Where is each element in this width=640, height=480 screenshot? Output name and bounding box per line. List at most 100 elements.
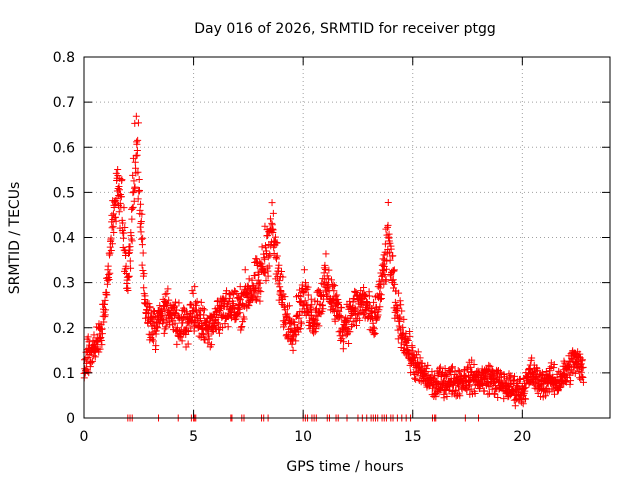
data-point (132, 112, 140, 120)
data-point (330, 287, 338, 295)
data-point (301, 279, 309, 287)
data-point (336, 312, 344, 320)
data-point (269, 209, 277, 217)
data-point (137, 228, 145, 236)
data-point (337, 313, 345, 321)
y-tick-label: 0.8 (53, 50, 75, 66)
chart-title: Day 016 of 2026, SRMTID for receiver ptg… (194, 21, 496, 37)
data-point (562, 378, 570, 386)
x-axis-label: GPS time / hours (286, 459, 403, 475)
data-point (399, 323, 407, 331)
data-point (288, 340, 296, 348)
data-point (494, 393, 502, 401)
data-point (225, 290, 233, 298)
data-point (84, 354, 92, 362)
data-point (448, 363, 456, 371)
data-point (387, 272, 395, 280)
data-point (254, 293, 262, 301)
data-point (262, 244, 270, 252)
data-point (138, 261, 146, 269)
data-point (104, 277, 112, 285)
data-point (255, 284, 263, 292)
data-point (134, 136, 142, 144)
data-point (412, 375, 420, 383)
data-point (393, 303, 401, 311)
data-point (577, 368, 585, 376)
data-point (470, 361, 478, 369)
data-point (304, 283, 312, 291)
y-tick-label: 0.7 (53, 95, 75, 111)
data-point (443, 382, 451, 390)
data-point (183, 326, 191, 334)
data-point (503, 375, 511, 383)
data-point (422, 365, 430, 373)
data-point (173, 340, 181, 348)
data-point (374, 311, 382, 319)
data-point (382, 265, 390, 273)
data-point (390, 267, 398, 275)
data-point (139, 234, 147, 242)
data-point (285, 314, 293, 322)
data-point (206, 318, 214, 326)
data-point (456, 392, 464, 400)
data-point (333, 299, 341, 307)
data-point (221, 320, 229, 328)
data-point (551, 390, 559, 398)
data-point (205, 332, 213, 340)
data-point (339, 332, 347, 340)
data-point (132, 152, 140, 160)
data-point (131, 158, 139, 166)
data-point (351, 304, 359, 312)
data-point (200, 311, 208, 319)
data-point (256, 279, 264, 287)
data-point (486, 362, 494, 370)
data-point (320, 295, 328, 303)
y-axis-label: SRMTID / TECUs (7, 182, 23, 295)
data-point (553, 370, 561, 378)
y-tick-label: 0 (66, 411, 75, 427)
data-point (191, 283, 199, 291)
data-point (337, 337, 345, 345)
data-point (474, 367, 482, 375)
data-point (311, 328, 319, 336)
data-point (546, 364, 554, 372)
data-point (431, 372, 439, 380)
data-point (256, 297, 264, 305)
data-point (236, 296, 244, 304)
y-tick-label: 0.5 (53, 185, 75, 201)
data-point (145, 300, 153, 308)
data-point (291, 318, 299, 326)
data-point (126, 243, 134, 251)
data-point (384, 221, 392, 229)
data-point (496, 368, 504, 376)
data-point (300, 266, 308, 274)
data-point (521, 387, 529, 395)
data-point (307, 308, 315, 316)
data-point (236, 295, 244, 303)
data-point (224, 323, 232, 331)
data-point (124, 273, 132, 281)
data-point (158, 310, 166, 318)
data-point (315, 322, 323, 330)
data-point (331, 317, 339, 325)
data-point (251, 285, 259, 293)
data-point (127, 264, 135, 272)
data-point (380, 267, 388, 275)
data-point (356, 316, 364, 324)
data-point (319, 301, 327, 309)
data-point (514, 379, 522, 387)
data-point (159, 316, 167, 324)
data-point (281, 306, 289, 314)
data-point (161, 290, 169, 298)
data-point (107, 234, 115, 242)
data-point (371, 330, 379, 338)
data-point (257, 288, 265, 296)
data-point (278, 294, 286, 302)
data-point (382, 225, 390, 233)
data-point (385, 230, 393, 238)
data-point (240, 315, 248, 323)
data-point (187, 324, 195, 332)
data-point (127, 235, 135, 243)
y-tick-label: 0.4 (53, 231, 75, 247)
